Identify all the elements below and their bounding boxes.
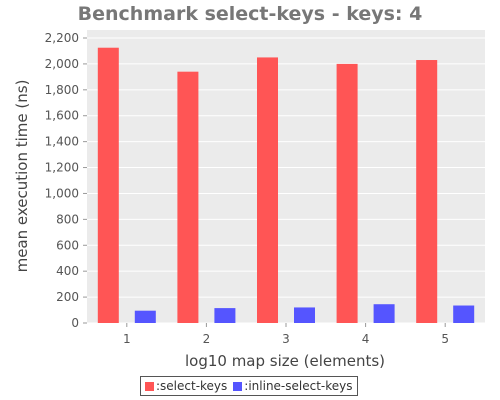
y-tick-label: 1,000	[45, 186, 79, 200]
y-tick-label: 800	[56, 212, 79, 226]
y-tick-label: 1,600	[45, 109, 79, 123]
y-tick-label: 1,800	[45, 83, 79, 97]
x-tick-label: 5	[441, 332, 449, 346]
bar-inline-select-keys	[453, 305, 475, 323]
legend-label-select-keys: :select-keys	[156, 379, 228, 393]
chart-title: Benchmark select-keys - keys: 4	[78, 3, 423, 25]
bar-select-keys	[97, 47, 119, 323]
bar-select-keys	[336, 63, 358, 324]
x-tick-label: 4	[362, 332, 370, 346]
bar-inline-select-keys	[373, 304, 395, 323]
x-tick-label: 1	[123, 332, 131, 346]
bar-select-keys	[177, 71, 199, 323]
legend: :select-keys :inline-select-keys	[140, 376, 358, 396]
bar-inline-select-keys	[294, 307, 315, 323]
legend-label-inline-select-keys: :inline-select-keys	[244, 379, 353, 393]
x-tick-label: 2	[203, 332, 211, 346]
y-axis-label: mean execution time (ns)	[13, 80, 31, 273]
y-tick-label: 2,200	[45, 31, 79, 45]
y-axis-ticks: 0 200 400 600 800 1,000 1,200 1,400 1,600 1,800 2,…	[45, 31, 87, 330]
legend-swatch-inline-select-keys	[233, 381, 243, 391]
y-tick-label: 0	[71, 316, 79, 330]
legend-item-inline-select-keys: :inline-select-keys	[233, 379, 353, 393]
y-tick-label: 200	[56, 290, 79, 304]
legend-item-select-keys: :select-keys	[145, 379, 227, 393]
bars	[97, 47, 475, 324]
bar-inline-select-keys	[134, 310, 156, 323]
y-tick-label: 1,400	[45, 135, 79, 149]
bar-select-keys	[416, 60, 438, 323]
y-tick-label: 1,200	[45, 161, 79, 175]
x-axis-label: log10 map size (elements)	[185, 352, 385, 370]
x-axis-ticks: 1 2 3 4 5	[123, 323, 449, 346]
y-tick-label: 600	[56, 238, 79, 252]
x-tick-label: 3	[282, 332, 290, 346]
bar-inline-select-keys	[214, 308, 236, 323]
legend-swatch-select-keys	[145, 381, 154, 391]
y-tick-label: 2,000	[45, 57, 79, 71]
y-tick-label: 400	[56, 264, 79, 278]
bar-select-keys	[257, 57, 278, 323]
